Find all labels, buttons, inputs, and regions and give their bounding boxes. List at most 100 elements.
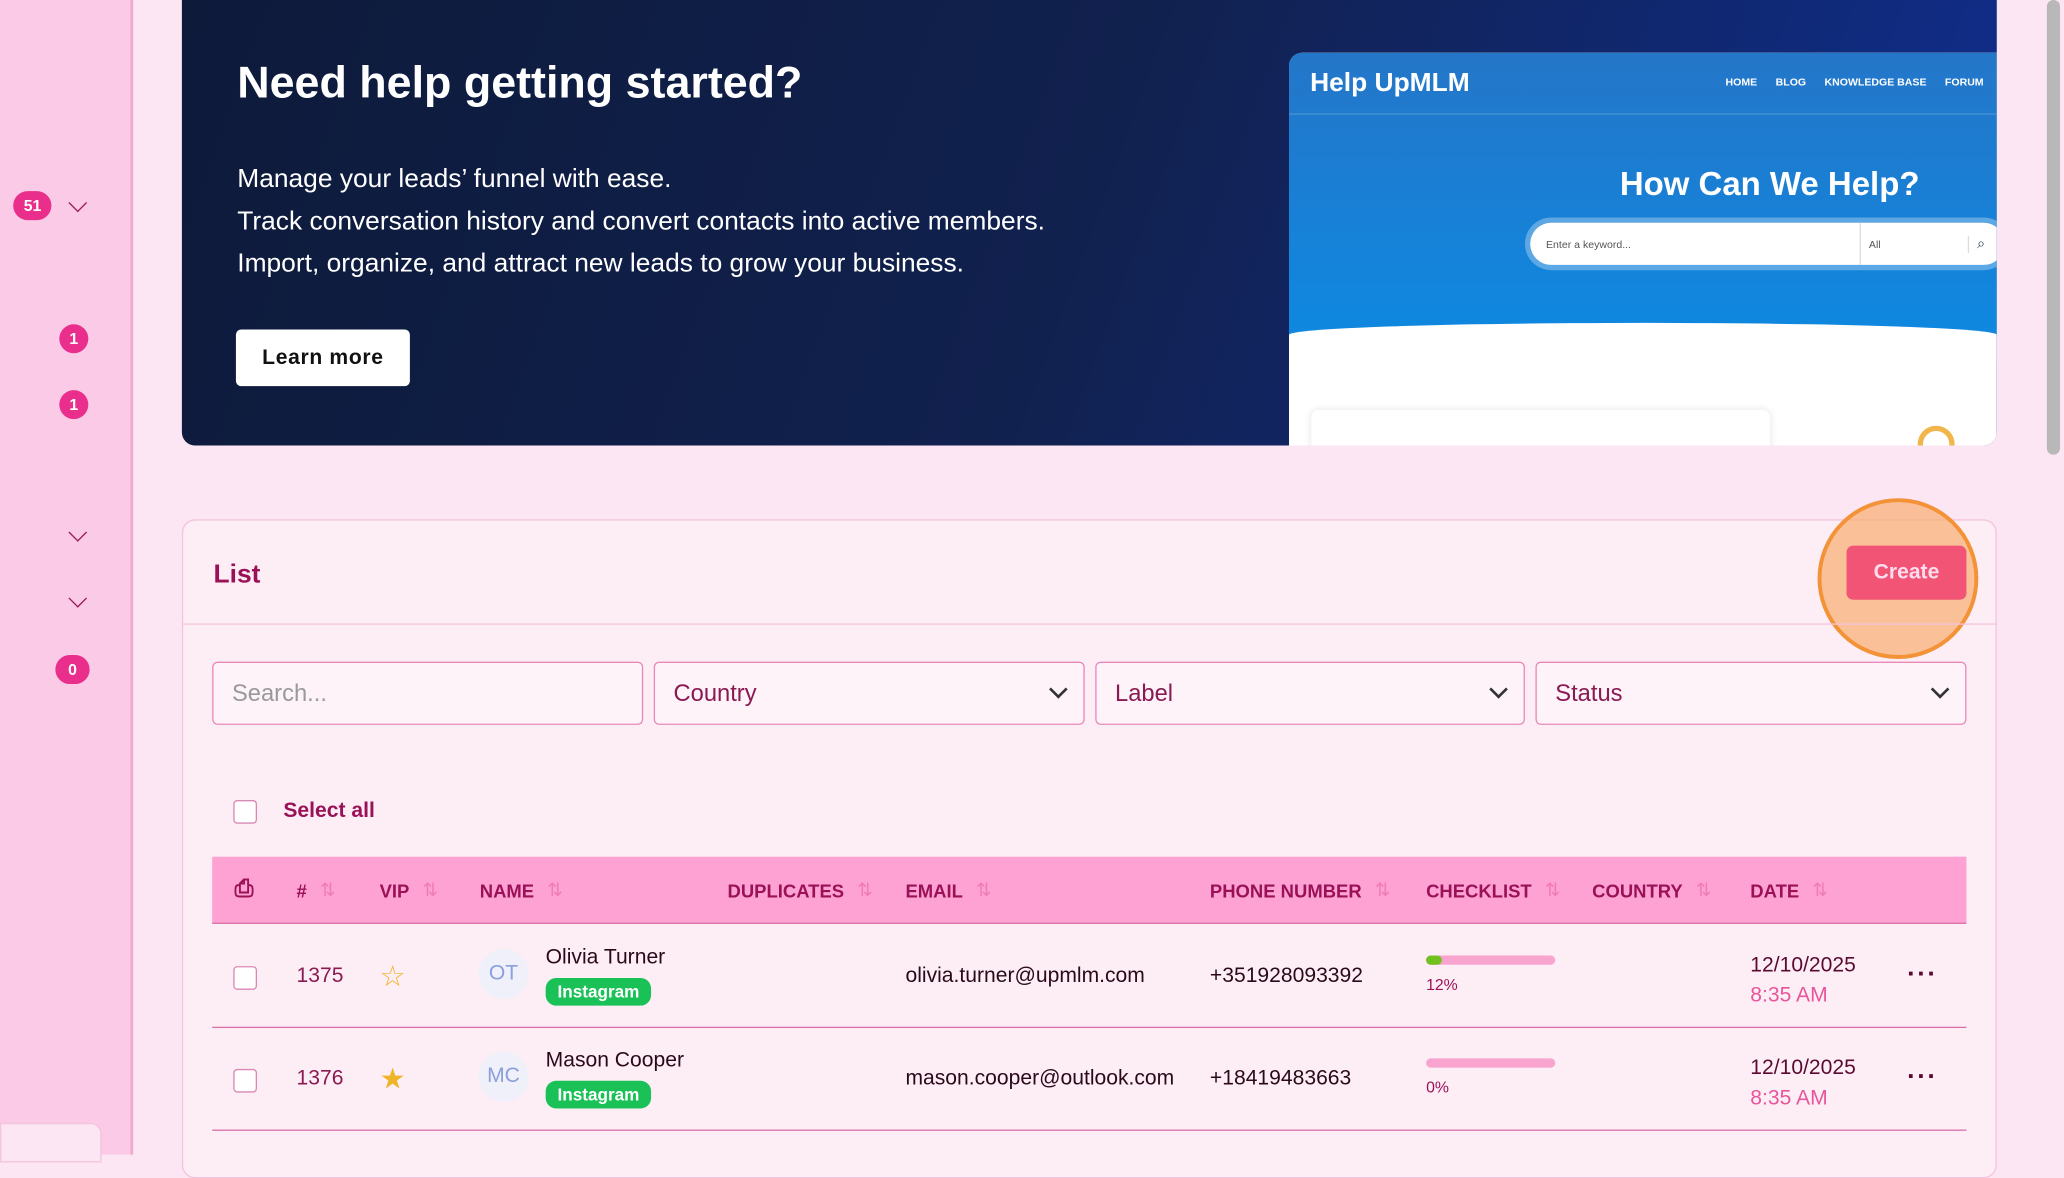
help-banner: Need help getting started? Manage your l…: [181, 0, 1997, 446]
banner-description: Manage your leads’ funnel with ease. Tra…: [237, 158, 1045, 285]
email: mason.cooper@outlook.com: [905, 1067, 1175, 1090]
label-select[interactable]: Label: [1095, 661, 1525, 725]
checklist-progress: [1426, 955, 1556, 965]
column-label: VIP: [379, 879, 410, 901]
preview-placeholder: Enter a keyword...: [1546, 237, 1632, 250]
status-select[interactable]: Status: [1535, 661, 1967, 725]
desc-line: Import, organize, and attract new leads …: [237, 249, 964, 279]
sort-icon: ⇅: [1695, 879, 1712, 901]
status-label: Status: [1555, 679, 1623, 706]
table-header: ⎙ # ⇅ VIP ⇅ NAME ⇅ DUPLICATES ⇅ EMAIL ⇅ PHONE…: [212, 856, 1967, 924]
preview-nav-item: FORUM: [1944, 76, 1984, 89]
column-date[interactable]: DATE ⇅: [1750, 879, 1828, 901]
phone: +18419483663: [1209, 1067, 1352, 1090]
chevron-down-icon[interactable]: [68, 523, 88, 542]
learn-more-button[interactable]: Learn more: [235, 329, 410, 387]
label-label: Label: [1115, 679, 1174, 706]
row-checkbox[interactable]: [233, 1068, 258, 1093]
badge-count: 0: [55, 655, 90, 685]
table-row[interactable]: 1375 ☆ OT Olivia Turner Instagram olivia…: [212, 925, 1967, 1029]
column-label: DUPLICATES: [727, 879, 845, 901]
select-all-label: Select all: [283, 800, 375, 823]
column-id[interactable]: # ⇅: [297, 879, 336, 901]
chat-icon: [1917, 425, 1955, 446]
chevron-down-icon: [1489, 679, 1508, 699]
desc-line: Track conversation history and convert c…: [237, 206, 1045, 236]
column-label: NAME: [479, 879, 535, 901]
sidebar: 51 1 1 0: [0, 0, 134, 1163]
list-title: List: [213, 560, 261, 590]
preview-nav: HOME BLOG KNOWLEDGE BASE FORUM: [1726, 76, 1984, 88]
row-id: 1375: [296, 964, 344, 988]
scrollbar[interactable]: [2046, 0, 2061, 455]
country-select[interactable]: Country: [653, 661, 1085, 725]
preview-nav-item: HOME: [1725, 76, 1758, 89]
column-email[interactable]: EMAIL ⇅: [905, 879, 991, 901]
column-checklist[interactable]: CHECKLIST ⇅: [1426, 879, 1560, 901]
more-options-icon[interactable]: ···: [1907, 959, 1938, 989]
select-all[interactable]: Select all: [233, 800, 375, 824]
badge-count: 1: [59, 390, 89, 420]
sort-icon: ⇅: [1812, 879, 1828, 901]
sort-icon: ⇅: [1374, 879, 1391, 901]
date: 12/10/2025 8:35 AM: [1750, 1053, 1856, 1114]
more-options-icon[interactable]: ···: [1907, 1062, 1938, 1092]
badge-count: 51: [13, 191, 52, 221]
search-placeholder: Search...: [231, 679, 327, 706]
badge-count: 1: [59, 324, 89, 354]
select-all-checkbox[interactable]: [233, 800, 258, 824]
contact-name[interactable]: Mason Cooper: [545, 1049, 684, 1072]
column-country[interactable]: COUNTRY ⇅: [1592, 879, 1711, 901]
star-outline-icon[interactable]: ☆: [379, 959, 406, 993]
sort-icon: ⇅: [422, 879, 438, 901]
column-label: PHONE NUMBER: [1209, 879, 1362, 901]
chevron-down-icon: [1049, 679, 1068, 699]
contact-name[interactable]: Olivia Turner: [545, 946, 666, 969]
chevron-down-icon[interactable]: [68, 589, 88, 608]
checklist-percent: 12%: [1426, 975, 1458, 994]
avatar: MC: [478, 1051, 529, 1102]
column-label: CHECKLIST: [1426, 879, 1532, 901]
column-label: EMAIL: [905, 879, 963, 901]
export-icon[interactable]: ⎙: [234, 875, 254, 902]
checklist-percent: 0%: [1426, 1078, 1449, 1097]
table-row[interactable]: 1376 ★ MC Mason Cooper Instagram mason.c…: [212, 1028, 1967, 1131]
email: olivia.turner@upmlm.com: [905, 964, 1145, 988]
phone: +351928093392: [1209, 964, 1363, 988]
date-value: 12/10/2025: [1750, 1057, 1856, 1080]
help-site-preview[interactable]: Help UpMLM HOME BLOG KNOWLEDGE BASE FORU…: [1289, 52, 1997, 446]
star-filled-icon[interactable]: ★: [379, 1062, 406, 1096]
country-label: Country: [673, 679, 757, 706]
sort-icon: ⇅: [547, 879, 563, 901]
chevron-down-icon[interactable]: [68, 193, 88, 213]
desc-line: Manage your leads’ funnel with ease.: [237, 164, 672, 194]
sidebar-footer: [0, 1122, 102, 1163]
preview-brand: Help UpMLM: [1310, 68, 1470, 98]
source-tag: Instagram: [545, 977, 652, 1006]
search-icon: ⌕: [1967, 235, 1985, 253]
preview-heading: How Can We Help?: [1619, 166, 1920, 203]
column-duplicates[interactable]: DUPLICATES ⇅: [728, 879, 873, 901]
sort-icon: ⇅: [1544, 879, 1561, 901]
chevron-down-icon: [1930, 679, 1950, 699]
date: 12/10/2025 8:35 AM: [1750, 950, 1856, 1011]
banner-title: Need help getting started?: [237, 57, 803, 109]
list-panel: List Create Search... Country Label Stat…: [181, 498, 1997, 1178]
create-button[interactable]: Create: [1846, 545, 1967, 600]
sort-icon: ⇅: [976, 879, 992, 901]
time-value: 8:35 AM: [1750, 984, 1828, 1007]
row-checkbox[interactable]: [233, 966, 258, 990]
time-value: 8:35 AM: [1750, 1087, 1828, 1110]
preview-select: All: [1859, 222, 1968, 265]
sort-icon: ⇅: [320, 879, 336, 901]
column-name[interactable]: NAME ⇅: [480, 879, 563, 901]
search-input[interactable]: Search...: [212, 661, 644, 725]
preview-nav-item: KNOWLEDGE BASE: [1824, 76, 1927, 89]
source-tag: Instagram: [545, 1080, 652, 1109]
row-id: 1376: [296, 1067, 344, 1090]
column-phone[interactable]: PHONE NUMBER ⇅: [1210, 879, 1390, 901]
column-label: DATE: [1750, 879, 1800, 901]
date-value: 12/10/2025: [1750, 954, 1856, 977]
column-label: #: [296, 879, 307, 901]
column-vip[interactable]: VIP ⇅: [380, 879, 438, 901]
